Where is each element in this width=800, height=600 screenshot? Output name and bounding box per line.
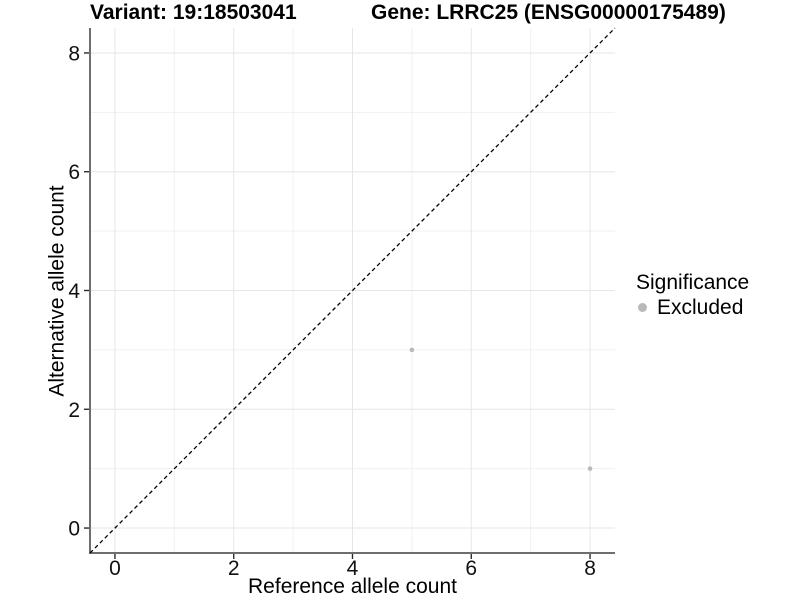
y-tick-label: 0 <box>68 518 80 541</box>
excluded-point-swatch-icon <box>638 303 647 312</box>
y-tick-label: 6 <box>68 161 80 184</box>
identity-dashed-line <box>89 27 616 554</box>
legend-title: Significance <box>636 271 750 294</box>
y-tick-label: 8 <box>68 42 80 65</box>
data-point <box>587 466 593 471</box>
x-tick-label: 4 <box>347 557 359 580</box>
x-axis-title: Reference allele count <box>248 575 457 598</box>
x-tick-label: 6 <box>465 557 477 580</box>
y-axis-title: Alternative allele count <box>45 185 69 397</box>
data-point <box>409 347 415 353</box>
gene-title: Gene: LRRC25 (ENSG00000175489) <box>371 1 726 24</box>
legend-item-excluded: Excluded <box>636 296 749 321</box>
y-tick-label: 2 <box>68 399 80 422</box>
legend: Significance Excluded <box>636 272 749 321</box>
x-tick-label: 2 <box>228 557 240 580</box>
legend-item-label: Excluded <box>657 296 744 319</box>
variant-title: Variant: 19:18503041 <box>90 1 297 24</box>
y-tick-label: 4 <box>68 280 80 303</box>
x-tick-label: 8 <box>584 557 596 580</box>
x-tick-label: 0 <box>109 557 121 580</box>
